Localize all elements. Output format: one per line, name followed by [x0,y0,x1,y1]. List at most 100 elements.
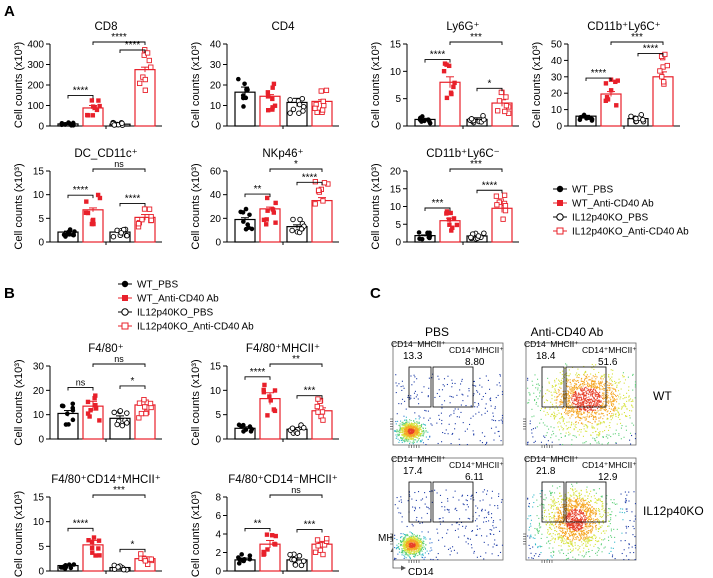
flow-event [613,499,615,501]
flow-event [406,439,408,441]
flow-event [497,505,499,507]
flow-event [584,378,586,380]
flow-event [416,427,418,429]
flow-event [592,437,594,439]
flow-event [579,385,581,387]
flow-event [455,522,457,524]
flow-event [562,393,564,395]
flow-event [415,544,417,546]
flow-event [499,385,501,387]
flow-event [410,432,412,434]
flow-event [596,403,598,406]
flow-event [625,415,627,417]
flow-event [586,536,588,538]
flow-event [633,528,635,530]
flow-event [465,404,467,407]
data-point [289,425,296,431]
flow-event [576,527,578,529]
y-axis-label: Cell counts (x10³) [13,491,25,577]
flow-event [494,407,496,410]
flow-event [575,519,577,521]
flow-event [583,407,585,409]
flow-event [593,365,595,367]
data-point [63,422,69,427]
flow-event [411,426,413,428]
flow-event [489,528,491,531]
flow-event [579,407,581,410]
flow-event [421,550,423,552]
flow-event [420,428,422,430]
flow-event [609,377,611,380]
data-point [271,210,277,215]
flow-event [567,503,569,505]
flow-event [421,556,423,558]
data-point [496,98,503,104]
data-point [272,388,278,393]
significance-label: **** [643,43,659,54]
flow-event [400,437,402,439]
flow-event [577,368,579,370]
data-point [270,85,275,90]
flow-event [479,500,481,502]
flow-event [584,499,586,502]
flow-event [561,523,563,525]
data-point [137,80,143,87]
flow-event [589,513,591,515]
flow-event [558,545,560,547]
flow-event [611,376,613,378]
significance-bracket [92,41,146,45]
flow-event [469,518,471,520]
flow-event [571,408,573,410]
flow-event [634,381,636,383]
flow-event [630,443,632,445]
flow-event [405,543,407,545]
flow-event [585,510,587,512]
flow-event [582,498,584,500]
significance-label: **** [73,518,89,529]
flow-event [566,558,568,560]
flow-event [407,433,409,435]
flow-event [587,537,589,539]
flow-event [407,432,409,434]
flow-event [559,510,561,512]
flow-event [560,534,562,536]
flow-event [607,387,609,389]
flow-event [561,377,563,379]
flow-event [459,383,462,385]
flow-event [418,548,420,550]
flow-event [421,547,423,549]
flow-event [529,537,531,539]
data-point [261,389,266,395]
flow-event [558,550,560,552]
flow-event [462,503,464,505]
flow-event [586,511,588,514]
flow-event [498,493,500,495]
flow-event [566,501,568,503]
flow-event [414,536,416,538]
flow-event [429,550,431,552]
flow-event [588,390,590,393]
flow-event [615,429,617,431]
flow-event [405,425,407,427]
flow-event [599,387,601,389]
data-point [245,222,250,227]
data-point [110,233,117,240]
flow-event [595,404,597,406]
flow-event [499,519,501,521]
flow-event [564,528,566,530]
flow-event [589,555,591,558]
flow-event [583,527,585,529]
flow-event [560,433,562,435]
flow-event [560,495,563,497]
flow-event [564,514,566,516]
flow-event [558,524,560,526]
flow-event [580,518,582,520]
flow-event [548,519,551,521]
flow-event [584,383,586,385]
flow-event [601,508,603,511]
flow-event [610,550,612,552]
flow-event [444,509,446,511]
flow-event [572,394,574,396]
data-point [85,399,91,405]
flow-event [569,373,571,375]
